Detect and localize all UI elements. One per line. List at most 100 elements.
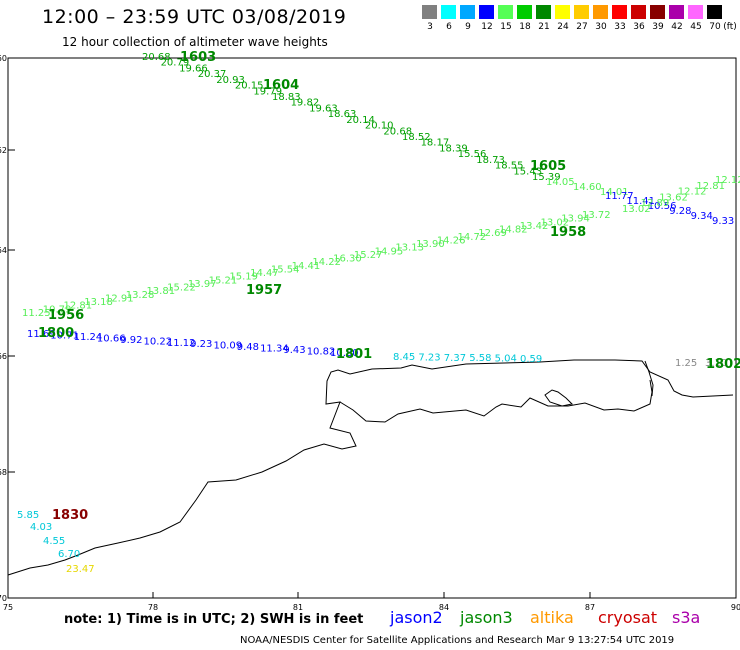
- wave-height-value: 13.42: [520, 221, 549, 232]
- wave-height-value: 18.39: [439, 143, 468, 154]
- scale-label: 9: [465, 22, 471, 32]
- wave-height-value: 4.03: [30, 522, 52, 533]
- wave-height-value: 9.34: [691, 211, 713, 222]
- wave-height-value: 13.62: [659, 192, 688, 203]
- scale-label: 21: [538, 22, 550, 32]
- wave-height-value: 9.33: [712, 216, 734, 227]
- wave-height-value: 13.28: [126, 290, 155, 301]
- wave-height-value: 0.59: [520, 354, 542, 365]
- wave-height-value: 9.28: [669, 206, 691, 217]
- map-frame: [7, 57, 737, 599]
- legend-item-jason3: jason3: [460, 608, 513, 627]
- wave-height-value: 19.63: [309, 103, 338, 114]
- wave-height-value: 20.68: [383, 126, 412, 137]
- wave-height-value: 12.81: [696, 181, 725, 192]
- wave-height-value: 10.79: [43, 304, 72, 315]
- wave-height-value: 11.41: [626, 196, 655, 207]
- wave-height-value: 1.25: [675, 358, 697, 369]
- pass-time-label: 1957: [246, 283, 282, 298]
- wave-height-value: 7.23: [418, 352, 440, 363]
- scale-label: 24: [557, 22, 569, 32]
- wave-height-value: 11.77: [605, 191, 634, 202]
- scale-swatch: [688, 5, 703, 19]
- scale-swatch: [536, 5, 551, 19]
- wave-height-value: 15.27: [354, 250, 383, 261]
- lon-tick-label: 84: [439, 603, 449, 610]
- wave-height-value: 9.92: [120, 335, 142, 346]
- wave-height-value: 14.22: [312, 257, 341, 268]
- wave-height-value: 11.69: [27, 329, 56, 340]
- scale-swatch: [479, 5, 494, 19]
- lat-tick-label: -68: [0, 468, 7, 477]
- wave-height-value: 12.12: [678, 187, 707, 198]
- wave-height-value: 10.82: [307, 347, 336, 358]
- scale-label: 12: [481, 22, 493, 32]
- wave-height-value: 18.73: [476, 155, 505, 166]
- wave-height-value: 20.10: [365, 121, 394, 132]
- lon-tick-label: 90: [731, 603, 740, 610]
- legend-item-altika: altika: [530, 608, 574, 627]
- wave-height-value: 15.56: [458, 149, 487, 160]
- pass-time-labels: 1603 1604 1605 1956 1957 1958 1800 1801 1802 1830: [38, 50, 740, 523]
- wave-height-value: 13.02: [541, 217, 570, 228]
- wave-height-value: 14.41: [292, 261, 321, 272]
- wave-height-value: 6.70: [58, 549, 80, 560]
- scale-swatch: [498, 5, 513, 19]
- scale-unit: (ft): [723, 22, 737, 32]
- wave-height-value: 10.80: [330, 348, 359, 359]
- wave-height-value: 9.43: [283, 345, 305, 356]
- wave-height-value: 12.12: [715, 175, 740, 186]
- wave-height-value: 7.37: [444, 353, 466, 364]
- scale-label: 27: [576, 22, 588, 32]
- axis-ticks: 75 78 81 84 87 90 -60 -62 -64 -66 -68 -70: [0, 54, 740, 610]
- wave-height-value: 18.52: [402, 132, 431, 143]
- scale-label: 36: [633, 22, 645, 32]
- scale-swatch: [555, 5, 570, 19]
- scale-label: 30: [595, 22, 607, 32]
- wave-height-value: 19.66: [179, 63, 208, 74]
- wave-height-value: 11.34: [260, 344, 289, 355]
- scale-label: 18: [519, 22, 531, 32]
- wave-height-value: 13.94: [561, 214, 590, 225]
- scale-label: 45: [690, 22, 702, 32]
- wave-height-value: 15.43: [513, 166, 542, 177]
- wave-height-value: 14.72: [458, 232, 487, 243]
- wave-height-value: 15.22: [167, 283, 196, 294]
- wave-height-value: 5.85: [17, 510, 39, 521]
- wave-height-value: 14.05: [546, 177, 575, 188]
- scale-label: 70: [709, 22, 721, 32]
- wave-height-value: 20.14: [346, 115, 375, 126]
- pass-time-label: 1605: [530, 159, 566, 174]
- scale-swatch: [669, 5, 684, 19]
- wave-height-value: 3.10: [705, 358, 727, 369]
- pass-time-label: 1958: [550, 225, 586, 240]
- coastline-island: [544, 389, 574, 407]
- lat-tick-label: -66: [0, 352, 7, 361]
- wave-height-value: 11.24: [74, 332, 103, 343]
- scale-label: 6: [446, 22, 452, 32]
- wave-height-value: 20.15: [235, 81, 264, 92]
- scale-swatch: [707, 5, 722, 19]
- wave-height-value: 8.45: [393, 352, 415, 363]
- wave-height-value: 11.12: [167, 338, 196, 349]
- wave-height-value: 12.91: [105, 293, 134, 304]
- wave-height-value: 4.55: [43, 536, 65, 547]
- legend-item-s3a: s3a: [672, 608, 701, 627]
- wave-height-value: 12.89: [641, 198, 670, 209]
- wave-height-value: 18.55: [495, 161, 524, 172]
- wave-height-value: 20.93: [216, 75, 245, 86]
- wave-height-value: 16.30: [333, 254, 362, 265]
- wave-height-value: 20.37: [198, 69, 227, 80]
- wave-height-value: 14.26: [437, 235, 466, 246]
- legend-item-jason2: jason2: [390, 608, 443, 627]
- pass-time-label: 1604: [263, 78, 299, 93]
- scale-label: 33: [614, 22, 626, 32]
- lat-tick-label: -60: [0, 54, 7, 63]
- wave-height-value: 20.68: [142, 52, 171, 63]
- wave-height-value: 14.60: [573, 182, 602, 193]
- credit-line: NOAA/NESDIS Center for Satellite Applica…: [240, 635, 675, 646]
- scale-label: 3: [427, 22, 433, 32]
- wave-height-value: 13.81: [146, 286, 175, 297]
- wave-height-value: 14.95: [375, 246, 404, 257]
- wave-height-value: 13.13: [395, 243, 424, 254]
